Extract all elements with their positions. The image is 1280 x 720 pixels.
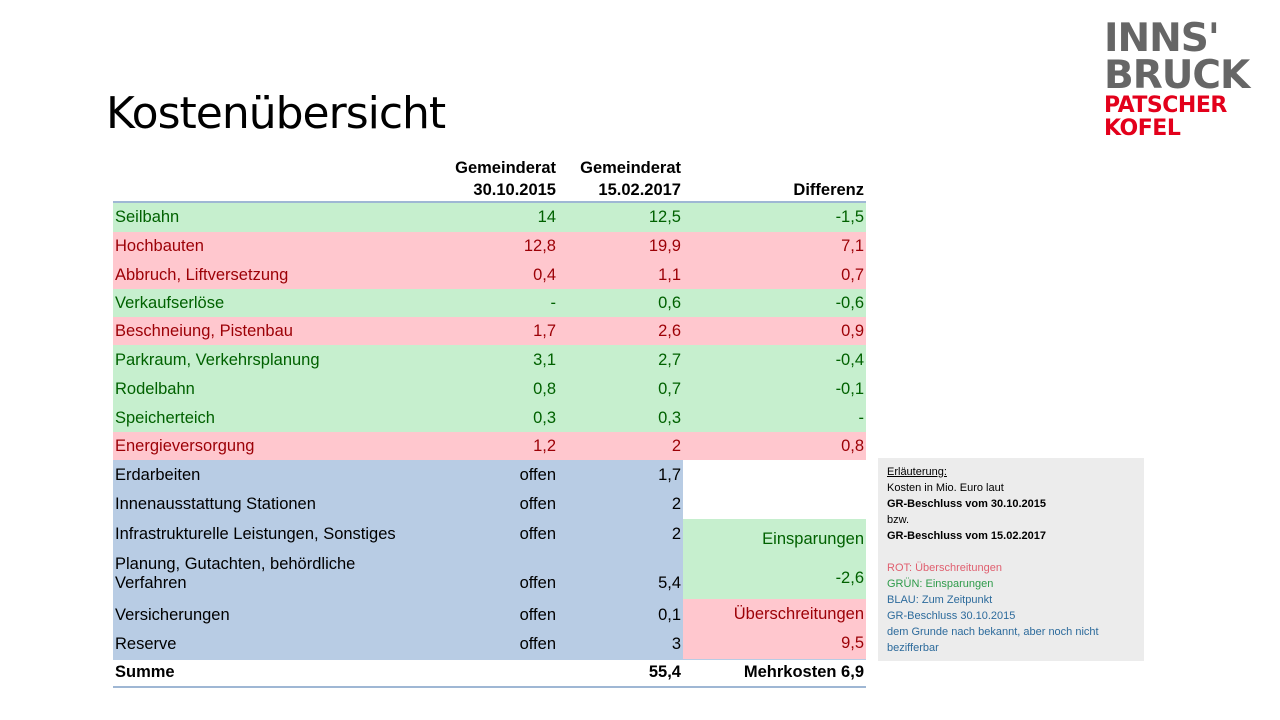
value-2017: 0,3 (558, 404, 683, 432)
table-row: Speicherteich 0,3 0,3- (113, 404, 866, 432)
row-label: Planung, Gutachten, behördliche Verfahren (113, 549, 430, 599)
value-2015: 1,2 (430, 432, 558, 460)
value-2015: 0,4 (430, 261, 558, 289)
value-2015: offen (430, 599, 558, 631)
diff-empty (683, 460, 866, 519)
table-row: Reserve offen 3 (113, 631, 866, 659)
value-2015: 14 (430, 202, 558, 232)
value-diff: -0,4 (683, 345, 866, 375)
table-row: Infrastrukturelle Leistungen, Sonstiges o… (113, 519, 866, 599)
savings-cell: Einsparungen -2,6 (683, 519, 866, 599)
table-row: Abbruch, Liftversetzung 0,4 1,1 0,7 (113, 261, 866, 289)
table-row: Seilbahn 14 12,5 -1,5 (113, 202, 866, 232)
value-2015: 0,3 (430, 404, 558, 432)
table-row: Verkaufserlöse -0,6 -0,6 (113, 289, 866, 317)
value-diff: 7,1 (683, 232, 866, 261)
row-label: Innenausstattung Stationen (113, 490, 430, 519)
value-diff: -1,5 (683, 202, 866, 232)
row-label: Seilbahn (113, 202, 430, 232)
row-label: Rodelbahn (113, 375, 430, 404)
value-2015: offen (430, 549, 558, 599)
cost-table: Gemeinderat 30.10.2015 Gemeinderat 15.02.2… (113, 155, 866, 688)
sum-row: Summe 55,4 Mehrkosten 6,9 (113, 658, 866, 688)
value-2017: 2 (558, 519, 683, 549)
value-2017: 1,7 (558, 460, 683, 490)
row-label: Infrastrukturelle Leistungen, Sonstiges (113, 519, 430, 549)
value-2015: offen (430, 460, 558, 490)
value-2017: 12,5 (558, 202, 683, 232)
row-label: Versicherungen (113, 599, 430, 631)
value-2017: 19,9 (558, 232, 683, 261)
row-label: Beschneiung, Pistenbau (113, 317, 430, 345)
row-label: Reserve (113, 631, 430, 659)
value-2017: 5,4 (558, 549, 683, 599)
value-2017: 2 (558, 490, 683, 519)
row-label: Parkraum, Verkehrsplanung (113, 345, 430, 375)
value-diff: - (683, 404, 866, 432)
value-2015: offen (430, 631, 558, 659)
row-label: Energieversorgung (113, 432, 430, 460)
value-2015: offen (430, 490, 558, 519)
value-diff: -0,6 (683, 289, 866, 317)
table-row: Planung, Gutachten, behördliche Verfahren… (113, 549, 866, 599)
value-2017: 2 (558, 432, 683, 460)
value-diff: 0,8 (683, 432, 866, 460)
value-2015: offen (430, 519, 558, 549)
value-2017: 3 (558, 631, 683, 659)
row-label: Speicherteich (113, 404, 430, 432)
value-2017: 0,6 (558, 289, 683, 317)
table-row: Innenausstattung Stationen offen 2 (113, 490, 866, 519)
value-2015: 1,7 (430, 317, 558, 345)
row-label: Abbruch, Liftversetzung (113, 261, 430, 289)
row-label: Verkaufserlöse (113, 289, 430, 317)
table-row: Rodelbahn 0,8 0,7 -0,1 (113, 375, 866, 404)
value-diff: -0,1 (683, 375, 866, 404)
table-row: Parkraum, Verkehrsplanung 3,1 2,7 -0,4 (113, 345, 866, 375)
value-2015: 0,8 (430, 375, 558, 404)
value-2017: 2,7 (558, 345, 683, 375)
row-label: Hochbauten (113, 232, 430, 261)
value-2015: 12,8 (430, 232, 558, 261)
table-row: Beschneiung, Pistenbau 1,7 2,6 0,9 (113, 317, 866, 345)
table-header: Gemeinderat 30.10.2015 Gemeinderat 15.02.2… (113, 155, 866, 203)
row-label: Erdarbeiten (113, 460, 430, 490)
value-2017: 0,1 (558, 599, 683, 631)
value-2015: 3,1 (430, 345, 558, 375)
value-2017: 2,6 (558, 317, 683, 345)
value-diff: 0,9 (683, 317, 866, 345)
page-title: Kostenübersicht (106, 88, 446, 139)
legend-box: Erläuterung: Kosten in Mio. Euro laut GR… (878, 458, 1144, 661)
innsbruck-patscherkofel-logo: INNS' BRUCK PATSCHER KOFEL (1104, 16, 1250, 142)
table-row: Energieversorgung 1,2 2 0,8 (113, 432, 866, 460)
value-2017: 0,7 (558, 375, 683, 404)
table-row: Hochbauten 12,8 19,9 7,1 (113, 232, 866, 261)
value-diff: 0,7 (683, 261, 866, 289)
table-row: Erdarbeiten offen 1,7 (113, 460, 866, 490)
value-2017: 1,1 (558, 261, 683, 289)
table-row: Versicherungen offen 0,1 Überschreitungen 9,… (113, 599, 866, 659)
overruns-cell: Überschreitungen 9,5 (683, 599, 866, 659)
value-2015: - (430, 289, 558, 317)
